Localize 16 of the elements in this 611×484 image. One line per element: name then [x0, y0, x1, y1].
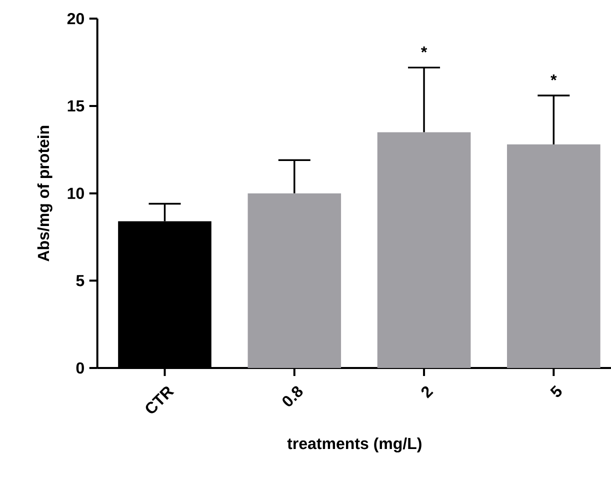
y-axis-title: Abs/mg of protein: [37, 126, 52, 262]
x-tick-label: 2: [421, 386, 434, 398]
x-tick-label: 0.8: [282, 386, 303, 406]
y-tick-label: 20: [67, 12, 84, 24]
x-axis-title: treatments (mg/L): [287, 437, 422, 452]
annotation: *: [550, 74, 557, 80]
annotation: *: [420, 46, 428, 52]
y-tick-label: 10: [68, 188, 84, 199]
y-tick-label: 15: [68, 100, 84, 112]
x-tick-label: CTR: [146, 386, 174, 414]
bar: [248, 193, 342, 368]
y-tick-label: 5: [76, 275, 84, 286]
bar: [377, 132, 471, 368]
bar: [506, 144, 600, 368]
x-tick-label: 5: [550, 385, 562, 398]
y-tick-label: 0: [76, 362, 84, 374]
